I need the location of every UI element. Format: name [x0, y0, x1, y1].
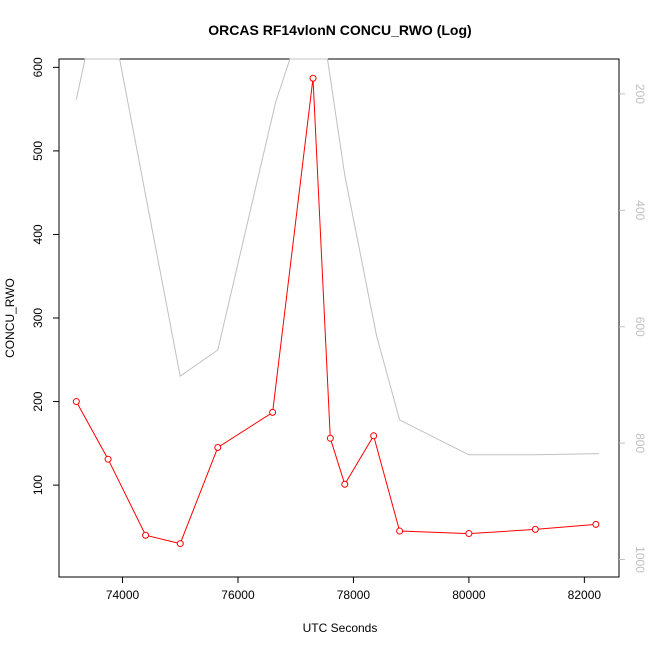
data-point-0-10	[396, 527, 404, 535]
data-point-0-12	[531, 525, 539, 533]
y-tick-label-2: 300	[31, 308, 45, 328]
data-point-0-5	[269, 408, 277, 416]
y-tick-label-5: 600	[31, 57, 45, 77]
x-tick-label-2: 78000	[337, 588, 371, 602]
data-point-0-8	[341, 480, 349, 488]
data-point-0-0	[72, 398, 80, 406]
data-point-0-7	[326, 434, 334, 442]
y-tick-label-0: 100	[31, 475, 45, 495]
data-point-0-11	[465, 530, 473, 538]
data-point-0-3	[176, 540, 184, 548]
y2-tick-label-2: 600	[633, 317, 647, 337]
y2-tick-label-4: 1000	[633, 546, 647, 573]
data-point-0-4	[214, 444, 222, 451]
y-axis: 100 200 300 400 500 600	[31, 57, 59, 495]
chart-title: ORCAS RF14vlonN CONCU_RWO (Log)	[208, 22, 471, 38]
y2-tick-label-1: 400	[633, 200, 647, 220]
secondary-series	[75, 58, 599, 456]
y-tick-label-3: 400	[31, 224, 45, 244]
data-point-0-13	[592, 520, 600, 528]
y-tick-label-1: 200	[31, 391, 45, 411]
x-axis: 74000 76000 78000 80000 82000	[106, 577, 602, 602]
data-point-0-1	[104, 455, 112, 463]
x-tick-label-0: 74000	[106, 588, 140, 602]
y-axis-label: CONCU_RWO	[3, 278, 17, 358]
primary-series	[72, 74, 600, 548]
x-tick-label-1: 76000	[221, 588, 255, 602]
data-point-0-9	[370, 432, 378, 440]
x-tick-label-4: 82000	[568, 588, 602, 602]
data-point-0-2	[142, 531, 150, 539]
data-point-0-6	[309, 74, 317, 82]
y2-tick-label-0: 200	[633, 84, 647, 104]
secondary-y-axis: 200 400 600 800 1000	[619, 84, 647, 573]
y2-tick-label-3: 800	[633, 433, 647, 453]
secondary-series-line	[75, 58, 599, 456]
y-tick-label-4: 500	[31, 141, 45, 161]
x-axis-label: UTC Seconds	[303, 621, 378, 635]
series-line-0	[75, 78, 596, 545]
x-tick-label-3: 80000	[452, 588, 486, 602]
